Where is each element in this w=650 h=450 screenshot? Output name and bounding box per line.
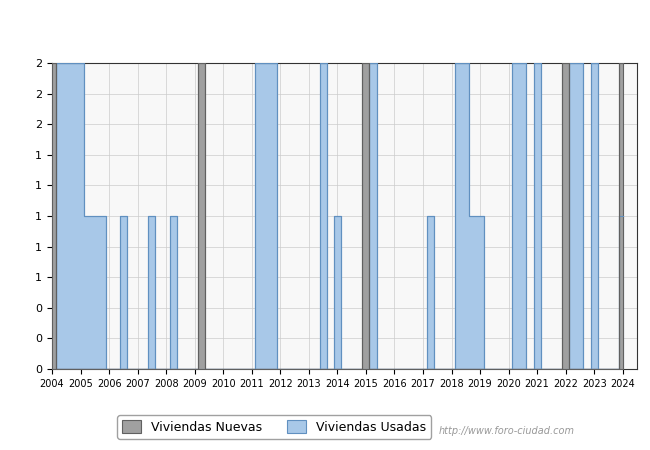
Text: Camarillas - Evolucion del Nº de Transacciones Inmobiliarias: Camarillas - Evolucion del Nº de Transac… (94, 19, 556, 35)
Text: http://www.foro-ciudad.com: http://www.foro-ciudad.com (439, 427, 575, 436)
Legend: Viviendas Nuevas, Viviendas Usadas: Viviendas Nuevas, Viviendas Usadas (118, 415, 431, 439)
